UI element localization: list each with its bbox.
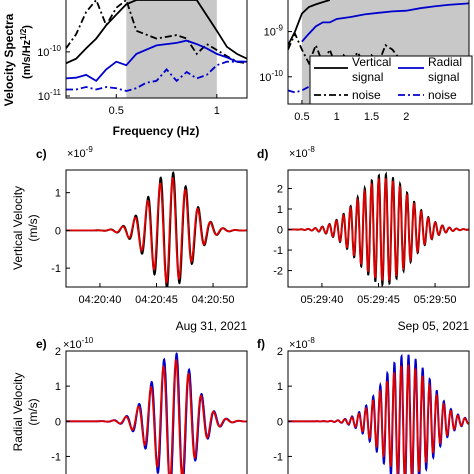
date-label: Sep 05, 2021	[398, 319, 470, 333]
y-tick-label: -1	[51, 451, 61, 463]
trace-red-trace	[288, 177, 469, 282]
plot-frame	[65, 350, 248, 474]
x-tick-label: 04:20:40	[79, 294, 122, 306]
y-tick-label: 2	[55, 346, 61, 358]
panel-label: d)	[257, 147, 268, 161]
y-tick-label: 2	[277, 183, 283, 195]
y-axis-label: Radial Velocity	[11, 373, 25, 452]
spectra-lines-top-left	[66, 0, 247, 92]
date-label: Aug 31, 2021	[176, 319, 248, 333]
x-axis-label: Frequency (Hz)	[113, 124, 200, 138]
series-radial-signal	[301, 2, 469, 43]
x-tick-label: 1	[214, 105, 220, 117]
x-tick-label: 05:29:50	[414, 294, 457, 306]
y-tick-label: 10-10	[37, 44, 61, 59]
trace-red-trace	[66, 176, 247, 284]
series-vertical-signal	[66, 0, 247, 65]
x-tick-label: 1	[334, 111, 340, 123]
y-axis-unit: (m/s)	[26, 214, 40, 241]
traces-panel-d	[288, 171, 469, 287]
x-ticks-top-left: 0.5 1	[109, 94, 220, 117]
plot-frame	[65, 0, 248, 99]
series-vertical-noise	[66, 0, 247, 65]
x-tick-label: 0.5	[109, 105, 124, 117]
y-ticks-panel-e: -1 0 1 2	[51, 346, 70, 463]
legend-label-vertical-noise: noise	[352, 88, 381, 102]
y-tick-label: 1	[277, 204, 283, 216]
y-tick-label: -1	[51, 263, 61, 275]
y-ticks-top-right: 10-9 10-10	[259, 24, 292, 84]
legend-title-vertical: Vertical	[352, 55, 391, 69]
trace-red-trace	[288, 364, 469, 474]
x-ticks-panel-c: 04:20:40 04:20:45 04:20:50	[79, 283, 235, 306]
y-tick-label: 0	[277, 225, 283, 237]
x-ticks-panel-d: 05:29:40 05:29:45 05:29:50	[301, 283, 457, 306]
y-ticks-panel-f: -1 0 1 2	[273, 346, 292, 463]
legend-title-radial: Radial	[428, 55, 462, 69]
y-tick-label: 2	[277, 346, 283, 358]
x-tick-label: 1.5	[364, 111, 379, 123]
y-axis-label: Vertical Velocity	[11, 186, 25, 270]
x-tick-label: 05:29:45	[357, 294, 400, 306]
exponent-multiplier: ×10-8	[289, 145, 315, 160]
y-tick-label: 10-11	[38, 88, 62, 103]
x-tick-label: 04:20:45	[135, 294, 178, 306]
y-tick-label: 1	[277, 381, 283, 393]
y-tick-label: 0	[55, 416, 61, 428]
panel-c: -1 0 1 04:20:40 04:20:45 04:20:50 c) ×10-9 V…	[11, 145, 248, 333]
y-ticks-top-left: 10-10 10-11	[37, 44, 70, 103]
series-radial-signal	[66, 39, 247, 83]
y-tick-label: 1	[55, 381, 61, 393]
legend-label-radial-signal: signal	[428, 70, 459, 84]
exponent-multiplier: ×10-8	[289, 336, 315, 351]
panel-top-right: 0.5 1 1.5 2 10-9 10-10 Vertical signal noise…	[259, 0, 473, 123]
y-axis-unit: (m/s/Hz1/2)	[19, 25, 33, 79]
panel-label: f)	[257, 337, 265, 351]
x-tick-label: 0.5	[294, 111, 309, 123]
legend-label-vertical-signal: signal	[352, 70, 383, 84]
y-tick-label: -2	[273, 266, 283, 278]
trace-red-trace	[66, 358, 247, 474]
y-tick-label: 0	[55, 225, 61, 237]
y-ticks-panel-c: -1 0 1	[51, 188, 70, 275]
exponent-multiplier: ×10-9	[67, 145, 93, 160]
panel-f: -1 0 1 2 f) ×10-8	[257, 336, 470, 474]
y-tick-label: -1	[273, 245, 283, 257]
y-axis-unit: (m/s)	[26, 398, 40, 425]
exponent-multiplier: ×10-10	[63, 336, 94, 351]
y-ticks-panel-d: -2 -1 0 1 2	[273, 183, 292, 278]
x-tick-label: 2	[403, 111, 409, 123]
x-tick-label: 04:20:50	[192, 294, 235, 306]
traces-panel-c	[66, 171, 247, 287]
x-tick-label: 05:29:40	[301, 294, 344, 306]
y-tick-label: -1	[273, 451, 283, 463]
traces-panel-e	[66, 352, 247, 474]
legend-box	[309, 55, 473, 105]
series-radial-noise	[66, 60, 247, 92]
panel-label: c)	[36, 147, 47, 161]
y-tick-label: 1	[55, 188, 61, 200]
plot-frame	[287, 350, 470, 474]
shaded-band	[126, 0, 217, 98]
y-axis-label: Velocity Spectra	[2, 13, 16, 106]
panel-e: -1 0 1 2 e) ×10-10 Radial Velocity (m/s)	[11, 336, 248, 474]
y-tick-label: 0	[277, 416, 283, 428]
y-tick-label: 10-10	[259, 69, 283, 84]
traces-panel-f	[288, 353, 469, 474]
y-tick-label: 10-9	[264, 24, 284, 39]
legend-label-radial-noise: noise	[428, 88, 457, 102]
panel-label: e)	[36, 337, 47, 351]
legend: Vertical signal noise Radial signal nois…	[309, 55, 473, 105]
panel-d: -2 -1 0 1 2 05:29:40 05:29:45 05:29:50 d) ×10-…	[257, 145, 470, 333]
